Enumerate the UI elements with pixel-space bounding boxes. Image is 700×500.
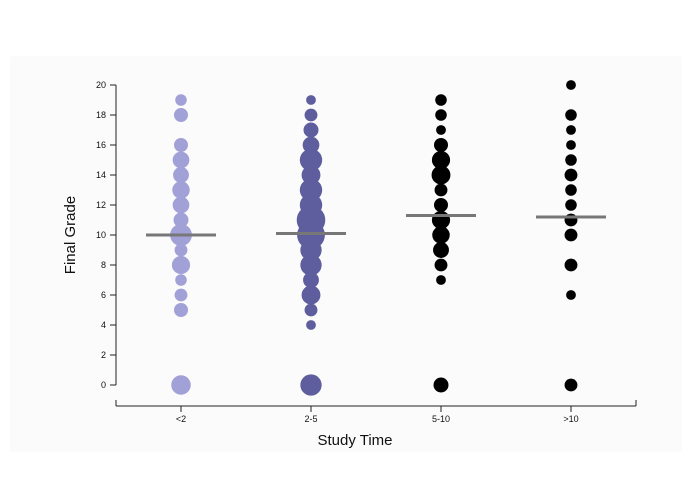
data-point — [173, 167, 189, 183]
data-point — [175, 274, 187, 286]
data-point — [174, 288, 188, 302]
data-point — [431, 165, 451, 185]
data-point — [303, 122, 319, 138]
data-point — [304, 108, 318, 122]
data-point — [172, 196, 190, 214]
data-point — [306, 320, 316, 330]
y-tick-label: 8 — [101, 260, 106, 270]
mean-lines-layer — [146, 214, 606, 237]
data-point — [171, 375, 191, 395]
y-tick-label: 10 — [96, 230, 106, 240]
data-point — [174, 303, 188, 317]
x-tick-label: <2 — [176, 414, 186, 424]
data-point — [564, 258, 578, 272]
data-point — [174, 243, 188, 257]
x-tick-label: >10 — [563, 414, 578, 424]
data-point — [172, 181, 190, 199]
data-point — [299, 178, 323, 202]
data-point — [564, 378, 578, 392]
data-point — [431, 150, 451, 170]
data-point — [172, 151, 190, 169]
data-point — [433, 242, 449, 258]
data-point — [436, 275, 446, 285]
data-point — [301, 165, 321, 185]
data-point — [304, 303, 318, 317]
data-point — [299, 148, 323, 172]
y-tick-label: 14 — [96, 170, 106, 180]
y-tick-label: 20 — [96, 80, 106, 90]
x-axis-title: Study Time — [317, 432, 392, 449]
y-tick-label: 2 — [101, 350, 106, 360]
data-point — [566, 80, 576, 90]
data-point — [303, 272, 319, 288]
data-point — [173, 212, 189, 228]
x-axis: <2 2-5 5-10 >10 — [115, 400, 637, 424]
data-point — [174, 108, 188, 122]
data-point — [433, 377, 449, 393]
data-point — [566, 140, 576, 150]
data-point — [566, 290, 576, 300]
data-point — [431, 210, 451, 230]
data-point — [301, 285, 321, 305]
data-point — [434, 138, 448, 152]
data-point — [435, 94, 447, 106]
data-point — [564, 228, 578, 242]
data-point — [565, 154, 577, 166]
data-point — [565, 199, 577, 211]
x-tick-label: 2-5 — [304, 414, 317, 424]
data-point — [175, 94, 187, 106]
data-point — [174, 138, 188, 152]
data-point — [565, 109, 577, 121]
data-point — [436, 125, 446, 135]
y-tick-label: 16 — [96, 140, 106, 150]
data-point — [306, 95, 316, 105]
data-point — [300, 374, 322, 396]
data-point — [565, 184, 577, 196]
y-axis-title: Final Grade — [62, 196, 79, 274]
data-point — [564, 213, 578, 227]
data-point — [435, 109, 447, 121]
data-point — [564, 168, 578, 182]
data-point — [300, 254, 322, 276]
data-point — [434, 198, 448, 212]
y-tick-label: 18 — [96, 110, 106, 120]
y-tick-label: 6 — [101, 290, 106, 300]
data-point — [566, 125, 576, 135]
dots-layer — [170, 80, 578, 396]
data-point — [171, 255, 191, 275]
y-axis: 0 2 4 6 8 10 12 14 16 18 20 — [96, 80, 117, 390]
data-point — [302, 136, 320, 154]
y-tick-label: 0 — [101, 380, 106, 390]
y-tick-label: 12 — [96, 200, 106, 210]
data-point — [434, 183, 448, 197]
y-tick-label: 4 — [101, 320, 106, 330]
x-tick-label: 5-10 — [432, 414, 450, 424]
data-point — [432, 226, 450, 244]
data-point — [434, 258, 448, 272]
